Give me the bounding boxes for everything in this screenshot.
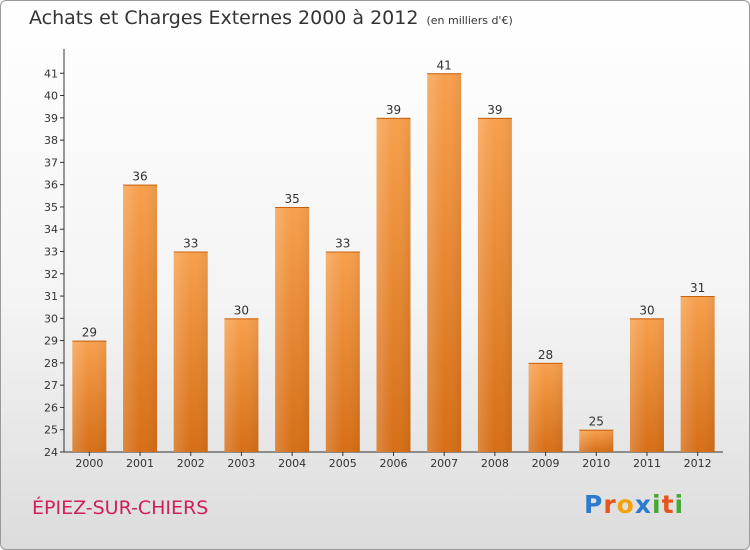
bar-shine xyxy=(275,206,310,452)
x-tick-label: 2005 xyxy=(329,457,357,470)
logo-letter: P xyxy=(584,490,604,519)
bar-shine xyxy=(72,340,107,452)
chart-title: Achats et Charges Externes 2000 à 2012 (e… xyxy=(29,7,513,29)
x-tick-label: 2009 xyxy=(532,457,560,470)
y-tick-label: 26 xyxy=(44,401,58,414)
bar-shine xyxy=(528,362,563,452)
x-tick-label: 2008 xyxy=(481,457,509,470)
y-tick-label: 29 xyxy=(44,335,58,348)
x-tick-label: 2001 xyxy=(126,457,154,470)
x-tick-label: 2006 xyxy=(380,457,408,470)
bar-shine xyxy=(173,251,208,452)
y-tick-label: 27 xyxy=(44,379,58,392)
x-tick-label: 2004 xyxy=(278,457,306,470)
data-label: 39 xyxy=(487,103,502,117)
y-tick-label: 31 xyxy=(44,290,58,303)
y-tick-label: 40 xyxy=(44,90,58,103)
bar-shine xyxy=(680,296,715,452)
logo-letter: i xyxy=(674,490,685,519)
chart-subtitle: (en milliers d'€) xyxy=(426,14,513,27)
data-label: 36 xyxy=(132,170,147,184)
y-tick-label: 28 xyxy=(44,357,58,370)
bar-shine xyxy=(224,318,259,452)
y-tick-label: 24 xyxy=(44,446,58,459)
data-label: 33 xyxy=(335,237,350,251)
y-tick-label: 32 xyxy=(44,268,58,281)
y-tick-label: 37 xyxy=(44,156,58,169)
y-tick-label: 41 xyxy=(44,67,58,80)
proxiti-logo: Proxiti xyxy=(584,490,684,519)
x-tick-label: 2012 xyxy=(684,457,712,470)
x-tick-label: 2007 xyxy=(430,457,458,470)
y-tick-label: 25 xyxy=(44,424,58,437)
x-tick-label: 2002 xyxy=(177,457,205,470)
logo-letter: o xyxy=(616,490,635,519)
logo-letter: x xyxy=(634,490,652,519)
bar-shine xyxy=(325,251,360,452)
logo-letter: i xyxy=(652,490,662,519)
y-tick-label: 33 xyxy=(44,246,58,259)
data-label: 31 xyxy=(690,281,705,295)
data-label: 25 xyxy=(589,415,604,429)
bar-shine xyxy=(579,429,614,452)
y-tick-label: 39 xyxy=(44,112,58,125)
data-label: 30 xyxy=(639,303,654,317)
logo-letter: t xyxy=(661,490,675,519)
data-label: 28 xyxy=(538,348,553,362)
data-label: 41 xyxy=(437,58,452,72)
data-label: 29 xyxy=(82,326,97,340)
bar-shine xyxy=(123,184,158,452)
y-tick-label: 36 xyxy=(44,179,58,192)
bar-shine xyxy=(376,117,411,452)
chart-title-text: Achats et Charges Externes 2000 à 2012 xyxy=(29,7,419,29)
bar-shine xyxy=(427,73,462,453)
x-tick-label: 2010 xyxy=(582,457,610,470)
bar-shine xyxy=(477,117,512,452)
commune-name: ÉPIEZ-SUR-CHIERS xyxy=(32,497,209,519)
y-tick-label: 35 xyxy=(44,201,58,214)
y-tick-label: 34 xyxy=(44,223,58,236)
bar-shine xyxy=(629,318,664,452)
x-tick-label: 2003 xyxy=(227,457,255,470)
x-tick-label: 2000 xyxy=(75,457,103,470)
data-label: 39 xyxy=(386,103,401,117)
y-tick-label: 38 xyxy=(44,134,58,147)
logo-letter: r xyxy=(603,490,617,519)
data-label: 30 xyxy=(234,303,249,317)
y-tick-label: 30 xyxy=(44,312,58,325)
data-label: 35 xyxy=(284,192,299,206)
x-tick-label: 2011 xyxy=(633,457,661,470)
data-label: 33 xyxy=(183,237,198,251)
